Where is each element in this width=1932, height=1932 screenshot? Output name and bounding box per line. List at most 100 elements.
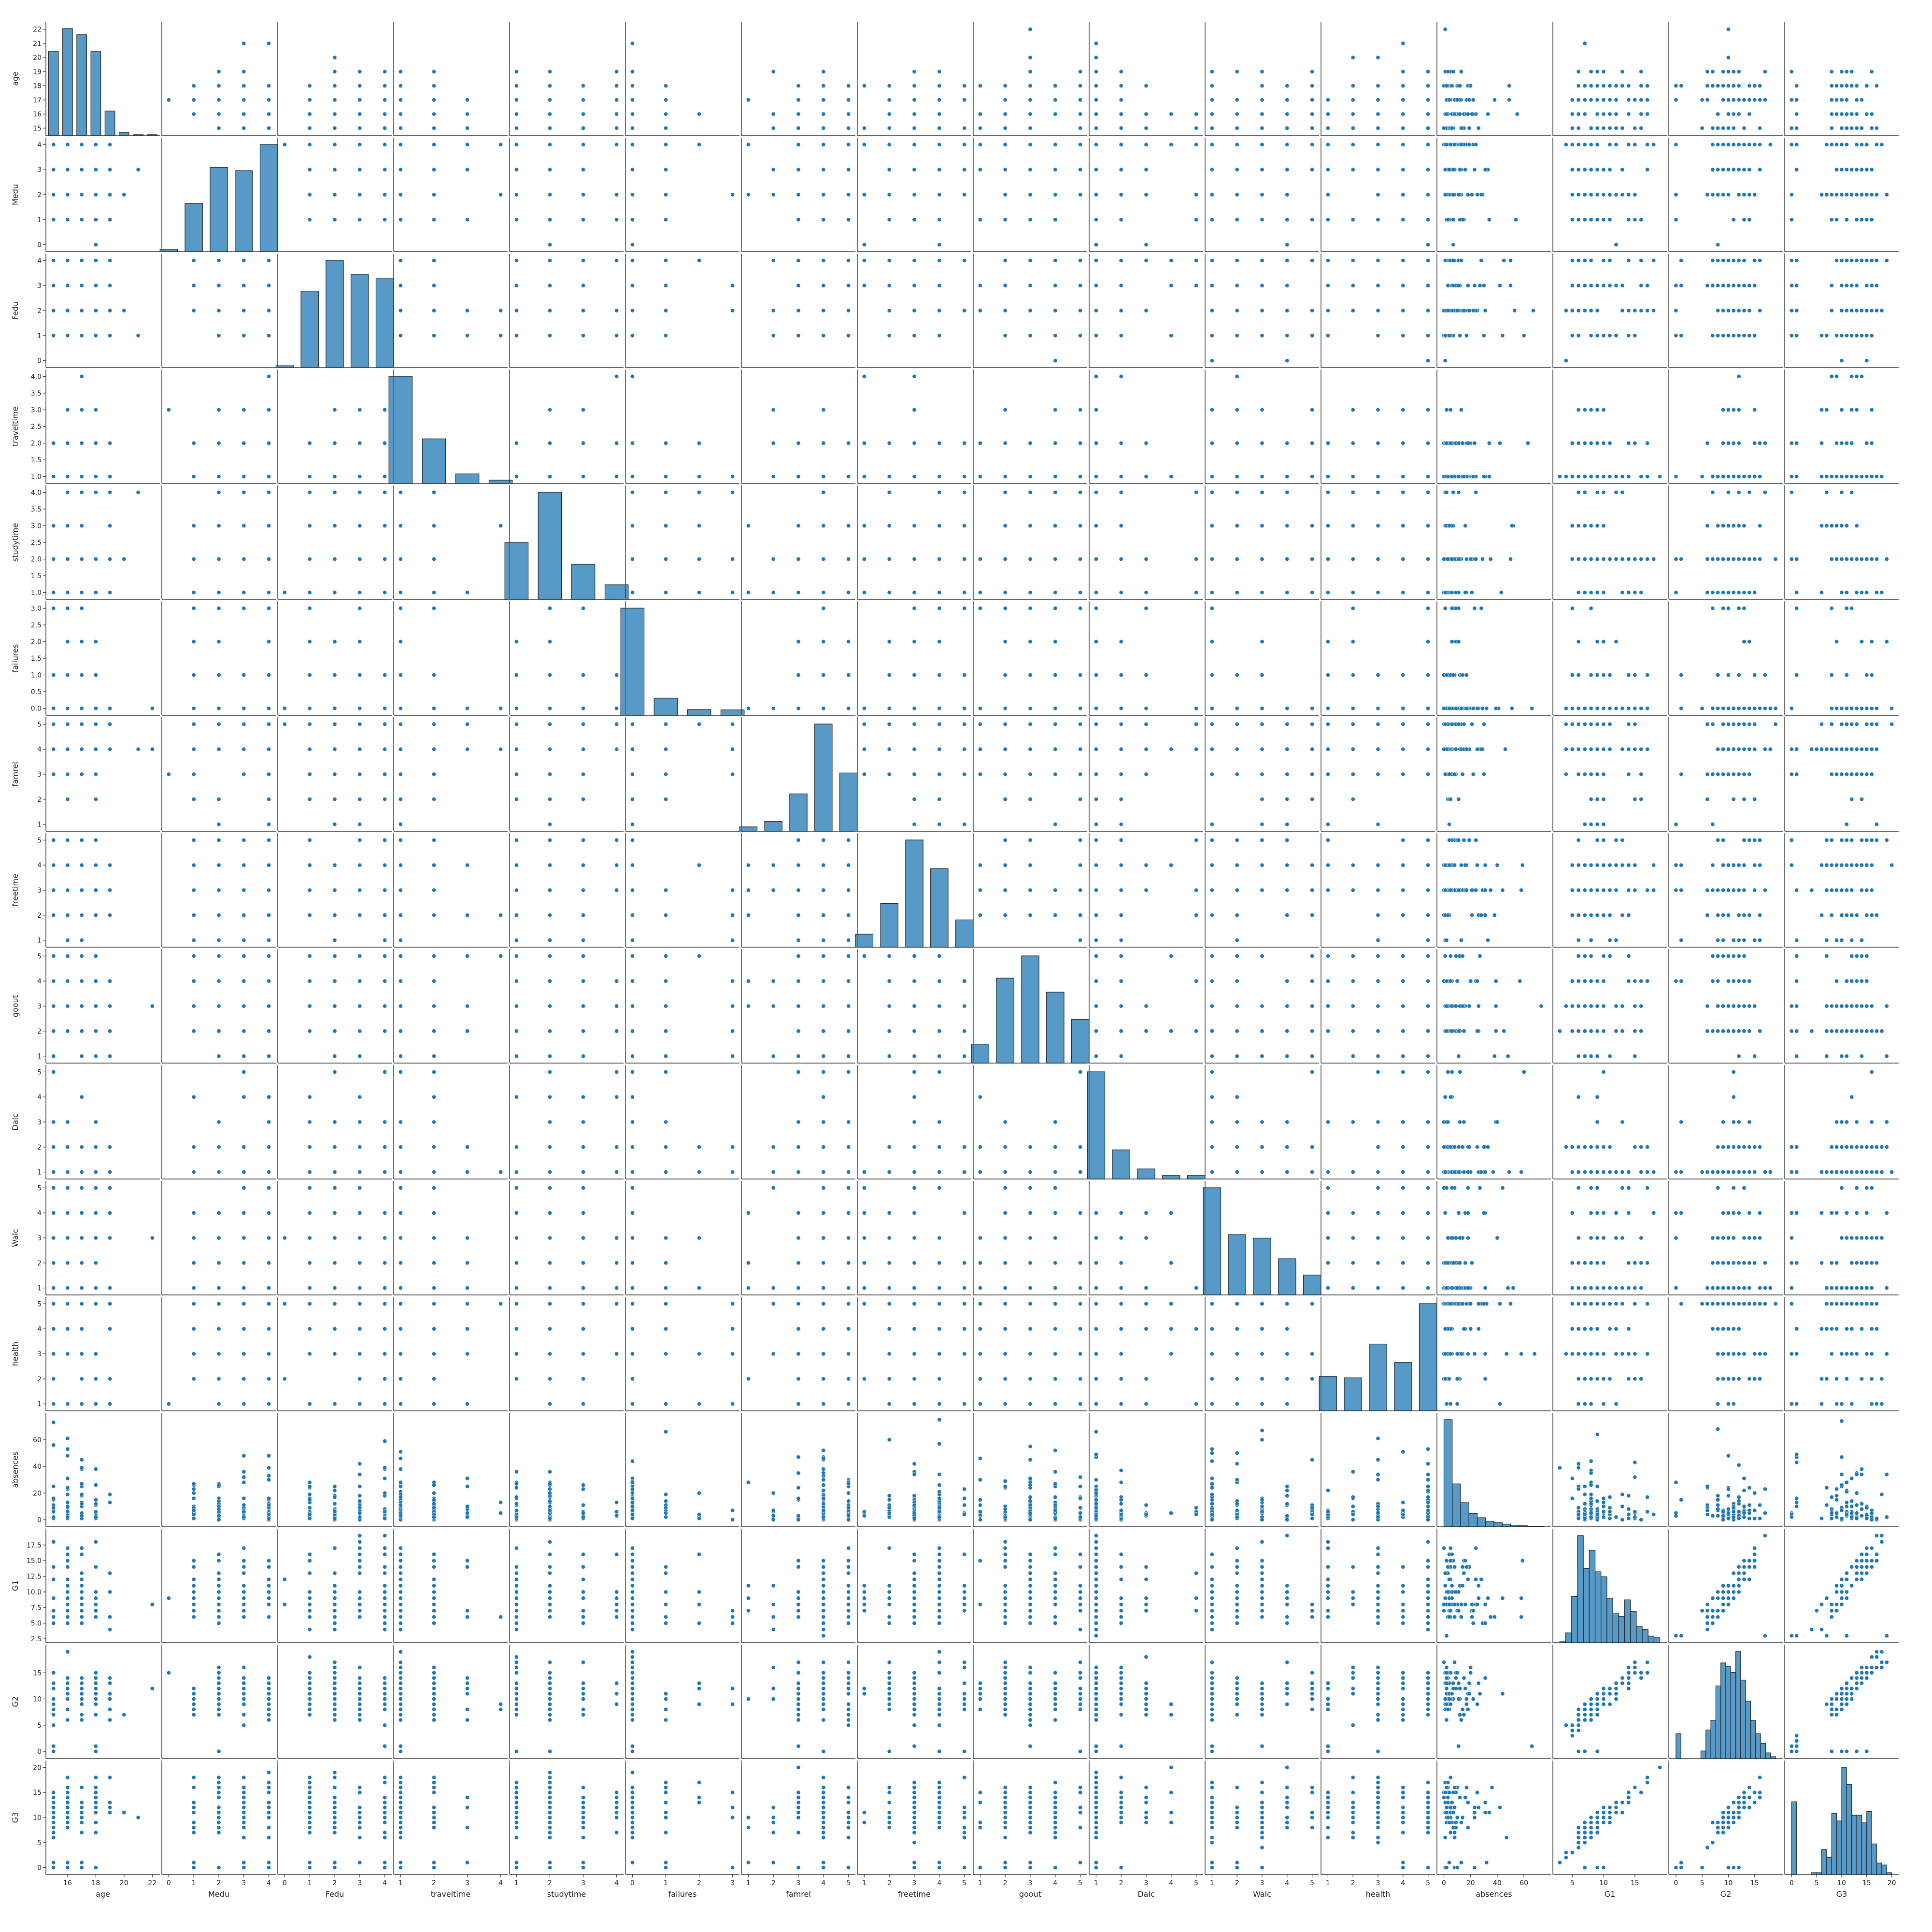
scatter-point <box>1003 308 1008 313</box>
scatter-point <box>1458 333 1463 338</box>
scatter-point <box>1235 308 1239 313</box>
scatter-point <box>1721 258 1726 263</box>
scatter-point <box>1028 333 1033 338</box>
scatter-point <box>846 84 851 88</box>
scatter-point <box>1209 142 1214 147</box>
scatter-point <box>962 308 967 313</box>
scatter-point <box>1620 283 1625 288</box>
scatter-point <box>1094 84 1098 88</box>
scatter-point <box>1492 98 1497 102</box>
scatter-point <box>978 142 982 147</box>
scatter-point <box>191 474 196 479</box>
scatter-point <box>1794 283 1799 288</box>
scatter-point <box>1570 167 1575 172</box>
y-axis-label-age: age <box>11 71 20 86</box>
scatter-point <box>1094 242 1098 247</box>
scatter-point <box>465 333 469 338</box>
scatter-point <box>1607 98 1612 102</box>
scatter-point <box>307 126 312 130</box>
scatter-point <box>1028 283 1033 288</box>
scatter-point <box>1053 308 1058 313</box>
scatter-point <box>431 69 436 74</box>
scatter-point <box>1235 192 1239 197</box>
scatter-point <box>887 217 892 222</box>
scatter-point <box>614 308 619 313</box>
panel-traveltime-vs-failures <box>625 369 739 484</box>
scatter-point <box>51 333 56 338</box>
scatter-point <box>1144 142 1149 147</box>
scatter-point <box>1376 258 1380 263</box>
scatter-point <box>307 142 312 147</box>
scatter-point <box>1601 333 1606 338</box>
scatter-point <box>1854 142 1859 147</box>
scatter-point <box>65 333 70 338</box>
scatter-point <box>1169 142 1174 147</box>
scatter-point <box>1452 142 1457 147</box>
scatter-point <box>1844 283 1849 288</box>
scatter-point <box>1582 308 1587 313</box>
scatter-point <box>1521 333 1526 338</box>
scatter-point <box>1645 308 1650 313</box>
scatter-point <box>937 167 942 172</box>
scatter-point <box>1834 167 1839 172</box>
scatter-point <box>887 192 892 197</box>
scatter-point <box>51 440 56 445</box>
scatter-point <box>1595 142 1600 147</box>
scatter-point <box>514 308 519 313</box>
scatter-point <box>1053 98 1058 102</box>
scatter-point <box>887 440 892 445</box>
scatter-point <box>108 142 113 147</box>
scatter-point <box>978 167 982 172</box>
scatter-point <box>93 192 98 197</box>
scatter-point <box>1455 98 1460 102</box>
scatter-point <box>267 440 271 445</box>
scatter-point <box>581 167 586 172</box>
scatter-point <box>357 192 362 197</box>
scatter-point <box>1451 258 1456 263</box>
scatter-point <box>548 192 553 197</box>
scatter-point <box>1742 142 1747 147</box>
scatter-point <box>1824 333 1829 338</box>
scatter-point <box>108 258 113 263</box>
scatter-point <box>1078 112 1083 116</box>
scatter-point <box>1607 283 1612 288</box>
scatter-point <box>1869 167 1874 172</box>
scatter-point <box>1443 333 1448 338</box>
scatter-point <box>1426 358 1431 363</box>
scatter-point <box>1376 192 1380 197</box>
scatter-point <box>1607 192 1612 197</box>
scatter-point <box>1119 283 1123 288</box>
scatter-point <box>216 283 221 288</box>
scatter-point <box>1869 308 1874 313</box>
scatter-point <box>93 440 98 445</box>
scatter-point <box>1477 283 1482 288</box>
scatter-point <box>1829 126 1834 130</box>
scatter-point <box>1003 112 1008 116</box>
scatter-point <box>1639 69 1644 74</box>
scatter-point <box>664 283 668 288</box>
scatter-point <box>962 474 967 479</box>
scatter-point <box>614 440 619 445</box>
scatter-point <box>1401 112 1406 116</box>
scatter-point <box>1028 126 1033 130</box>
scatter-point <box>630 283 635 288</box>
scatter-point <box>912 308 917 313</box>
scatter-point <box>1614 192 1619 197</box>
scatter-point <box>1819 333 1824 338</box>
scatter-point <box>1481 333 1486 338</box>
scatter-point <box>1144 167 1149 172</box>
scatter-point <box>796 283 801 288</box>
scatter-point <box>1721 192 1726 197</box>
scatter-point <box>79 474 84 479</box>
scatter-point <box>65 308 70 313</box>
scatter-point <box>1194 192 1199 197</box>
panel-traveltime-vs-goout <box>973 369 1087 484</box>
scatter-point <box>1716 192 1720 197</box>
y-tick-label: 1.0 <box>31 473 42 481</box>
scatter-point <box>1854 258 1859 263</box>
scatter-point <box>136 333 141 338</box>
scatter-point <box>514 258 519 263</box>
scatter-point <box>1401 41 1406 46</box>
scatter-point <box>1476 126 1481 130</box>
scatter-point <box>1576 333 1581 338</box>
